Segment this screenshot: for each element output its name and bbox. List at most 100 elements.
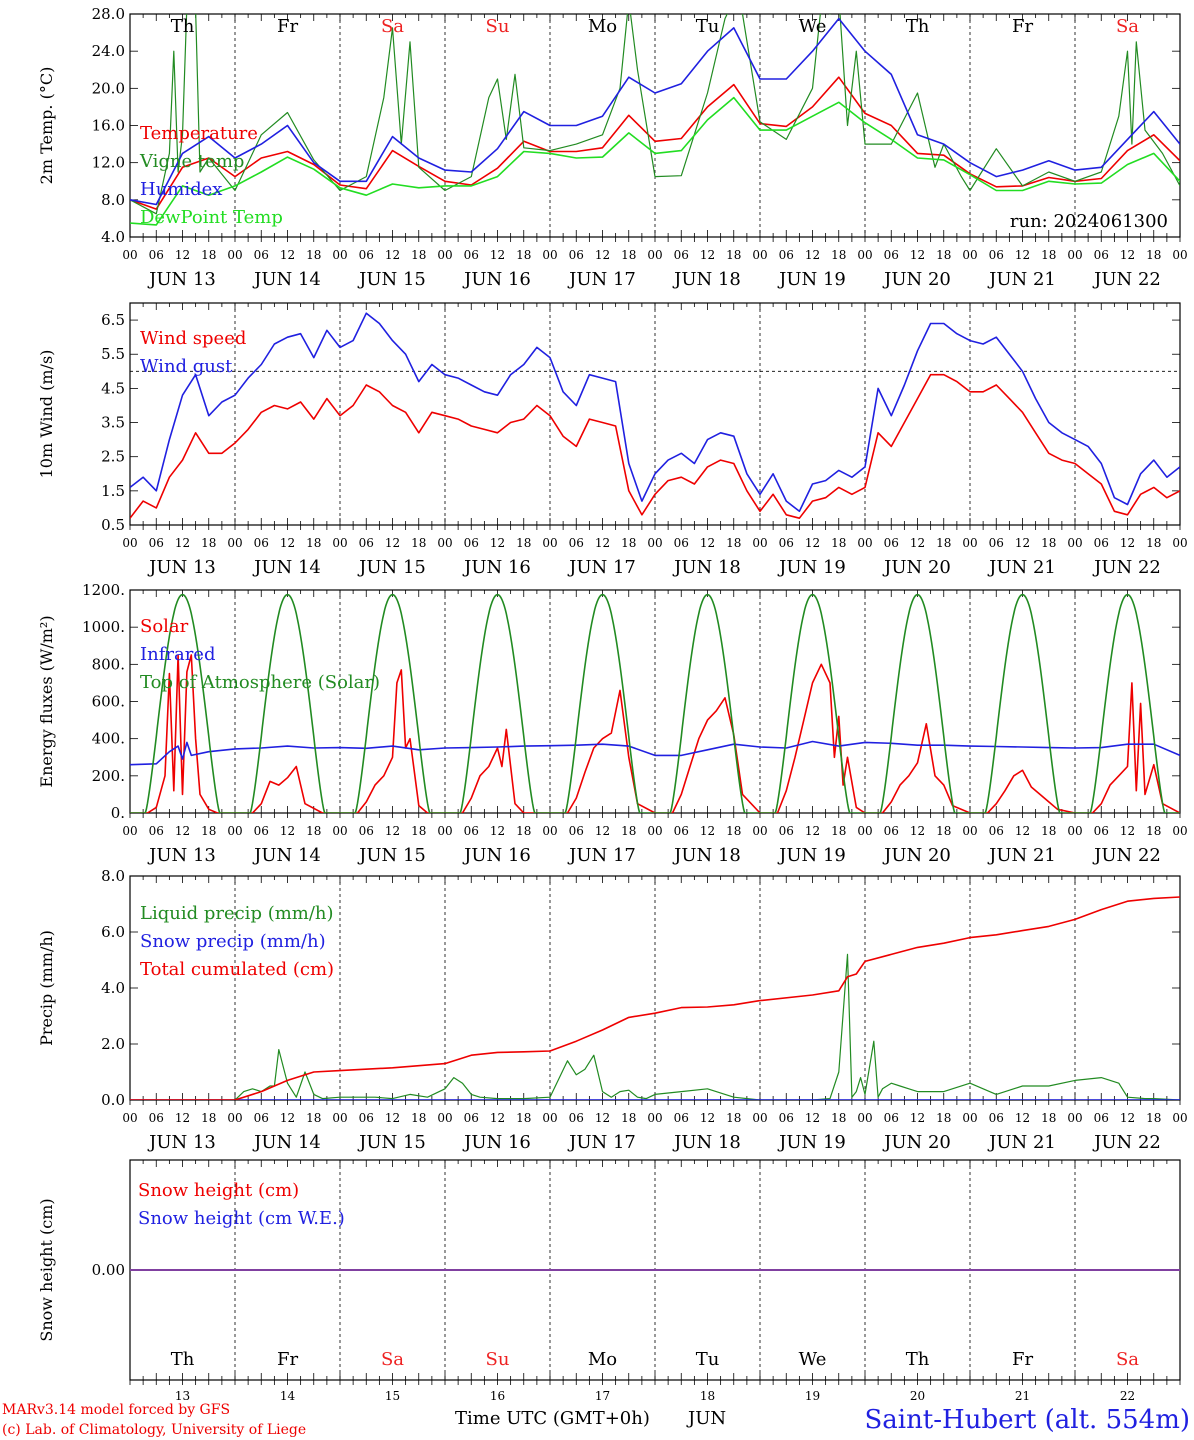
energy-date-label: JUN 14 [252, 845, 321, 866]
energy-ytick-label: 800. [92, 655, 125, 673]
wind-hour-label: 00 [857, 536, 872, 550]
precip-hour-label: 06 [989, 1111, 1004, 1125]
energy-hour-label: 18 [306, 824, 321, 838]
temp-hour-label: 12 [910, 248, 925, 262]
temp-hour-label: 12 [1120, 248, 1135, 262]
precip-hour-label: 12 [1015, 1111, 1030, 1125]
wind-hour-label: 00 [962, 536, 977, 550]
precip-date-label: JUN 17 [567, 1132, 636, 1153]
temp-legend-temperature: Temperature [140, 123, 258, 144]
energy-hour-label: 12 [910, 824, 925, 838]
energy-hour-label: 00 [962, 824, 977, 838]
precip-hour-label: 18 [201, 1111, 216, 1125]
temp-weekday-label: Sa [1116, 16, 1139, 37]
precip-hour-label: 18 [936, 1111, 951, 1125]
temp-date-label: JUN 14 [252, 269, 321, 290]
model-credit-line2: (c) Lab. of Climatology, University of L… [2, 1422, 306, 1438]
precip-panel: 0.0 2.0 4.0 6.0 8.0 Precip (mm/h) 00 06 12 18 00 06… [37, 867, 1188, 1153]
energy-ytick-label: 600. [92, 693, 125, 711]
precip-hour-label: 00 [962, 1111, 977, 1125]
temp-hour-label: 06 [149, 248, 164, 262]
precip-hour-label: 00 [647, 1111, 662, 1125]
precip-hour-label: 00 [227, 1111, 242, 1125]
snow-panel: 0.00 Snow height (cm) Snow height (cm) Snow… [37, 1159, 1181, 1403]
precip-series-liquid-precip-mm-h [130, 953, 1180, 1100]
precip-legend-liquid-precip-mm-h: Liquid precip (mm/h) [140, 903, 334, 924]
snow-day-number: 19 [805, 1389, 820, 1403]
precip-hour-label: 12 [805, 1111, 820, 1125]
wind-hour-label: 12 [175, 536, 190, 550]
precip-hour-label: 00 [1172, 1111, 1187, 1125]
snow-weekday-label: Fr [1012, 1349, 1033, 1370]
energy-ytick-label: 1000. [82, 618, 125, 636]
temp-date-label: JUN 19 [777, 269, 846, 290]
energy-legend-infrared: Infrared [140, 644, 215, 665]
snow-weekday-label: Sa [381, 1349, 404, 1370]
snow-day-number: 15 [385, 1389, 400, 1403]
energy-date-label: JUN 19 [777, 845, 846, 866]
energy-hour-label: 06 [1094, 824, 1109, 838]
energy-hour-label: 00 [1067, 824, 1082, 838]
precip-date-label: JUN 16 [462, 1132, 531, 1153]
temp-hour-label: 18 [936, 248, 951, 262]
precip-hour-label: 06 [254, 1111, 269, 1125]
wind-date-label: JUN 20 [882, 557, 951, 578]
precip-hour-label: 00 [542, 1111, 557, 1125]
precip-hour-label: 06 [359, 1111, 374, 1125]
precip-hour-label: 06 [779, 1111, 794, 1125]
energy-date-label: JUN 22 [1092, 845, 1161, 866]
wind-ytick-label: 0.5 [101, 516, 125, 534]
temp-hour-label: 12 [700, 248, 715, 262]
precip-hour-label: 18 [726, 1111, 741, 1125]
wind-hour-label: 00 [542, 536, 557, 550]
energy-ytick-label: 0. [111, 804, 125, 822]
temp-ytick-label: 24.0 [92, 42, 125, 60]
energy-hour-label: 00 [437, 824, 452, 838]
snow-day-number: 17 [595, 1389, 610, 1403]
energy-hour-label: 18 [1041, 824, 1056, 838]
wind-hour-label: 18 [1146, 536, 1161, 550]
energy-date-label: JUN 15 [357, 845, 426, 866]
temp-weekday-label: Th [171, 16, 195, 37]
temp-date-label: JUN 21 [987, 269, 1056, 290]
temp-weekday-label: Sa [381, 16, 404, 37]
precip-hour-label: 00 [332, 1111, 347, 1125]
temp-hour-label: 00 [962, 248, 977, 262]
energy-hour-label: 00 [647, 824, 662, 838]
wind-hour-label: 06 [359, 536, 374, 550]
temp-hour-label: 00 [437, 248, 452, 262]
wind-hour-label: 00 [122, 536, 137, 550]
wind-date-label: JUN 17 [567, 557, 636, 578]
energy-hour-label: 12 [1120, 824, 1135, 838]
energy-ytick-label: 1200. [82, 581, 125, 599]
run-label: run: 2024061300 [1010, 211, 1168, 232]
temp-date-label: JUN 22 [1092, 269, 1161, 290]
temp-series-vigne-temp [130, 14, 1180, 215]
temp-hour-label: 00 [1172, 248, 1187, 262]
wind-hour-label: 12 [1120, 536, 1135, 550]
wind-y-axis-title: 10m Wind (m/s) [37, 350, 56, 479]
wind-hour-label: 00 [227, 536, 242, 550]
energy-y-axis-title: Energy fluxes (W/m²) [37, 615, 56, 787]
snow-y-axis-title: Snow height (cm) [37, 1198, 56, 1341]
precip-hour-label: 06 [884, 1111, 899, 1125]
temp-series-humidex [130, 17, 1180, 206]
energy-hour-label: 06 [989, 824, 1004, 838]
wind-ytick-label: 4.5 [101, 379, 125, 397]
snow-legend-snow-height-cm-w-e: Snow height (cm W.E.) [138, 1208, 345, 1229]
energy-hour-label: 18 [831, 824, 846, 838]
energy-hour-label: 18 [1146, 824, 1161, 838]
precip-hour-label: 12 [175, 1111, 190, 1125]
energy-hour-label: 12 [280, 824, 295, 838]
energy-hour-label: 18 [516, 824, 531, 838]
precip-hour-label: 06 [1094, 1111, 1109, 1125]
precip-hour-label: 12 [385, 1111, 400, 1125]
temp-hour-label: 18 [1041, 248, 1056, 262]
temp-date-label: JUN 20 [882, 269, 951, 290]
energy-date-label: JUN 17 [567, 845, 636, 866]
temp-date-label: JUN 16 [462, 269, 531, 290]
wind-hour-label: 12 [1015, 536, 1030, 550]
precip-date-label: JUN 18 [672, 1132, 741, 1153]
energy-hour-label: 12 [385, 824, 400, 838]
